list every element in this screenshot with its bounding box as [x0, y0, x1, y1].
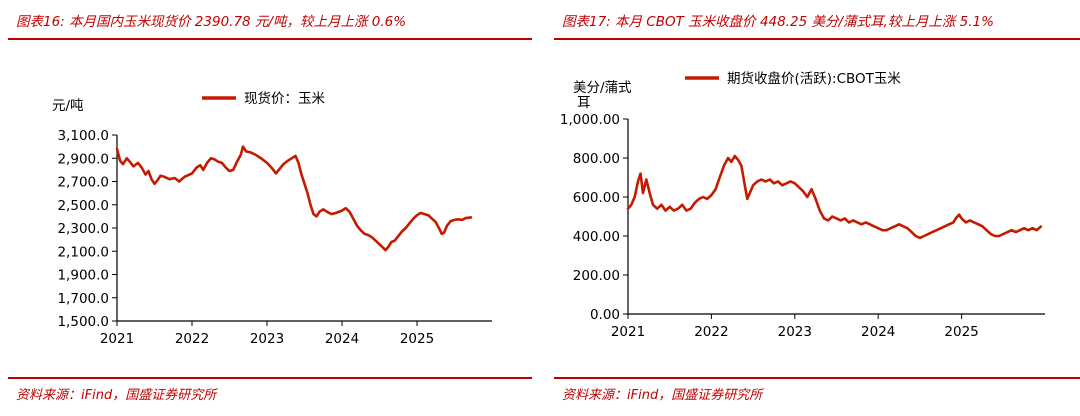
- y-tick-label: 2,500.0: [57, 198, 109, 214]
- y-tick-label: 1,500.0: [57, 314, 109, 330]
- legend-label: 现货价：玉米: [244, 90, 325, 107]
- y-tick-label: 1,900.0: [57, 268, 109, 284]
- y-unit-label-line: 美分/蒲式: [573, 80, 632, 96]
- x-tick-label: 2021: [100, 331, 134, 347]
- y-tick-label: 800.00: [573, 151, 620, 167]
- right-source-divider: [554, 377, 1080, 379]
- right-line-chart: 美分/蒲式耳 期货收盘价(活跃):CBOT玉米 1,000.00 800.00 600.…: [560, 70, 1045, 340]
- right-chart-source: 资料来源：iFind，国盛证券研究所: [562, 388, 763, 403]
- y-tick-label: 2,700.0: [57, 175, 109, 191]
- x-tick-label: 2024: [861, 324, 895, 340]
- y-unit-label: 美分/蒲式耳: [573, 80, 632, 111]
- x-tick-label: 2023: [250, 331, 284, 347]
- y-unit-label: 元/吨: [52, 98, 84, 114]
- y-tick-label: 0.00: [590, 307, 620, 323]
- x-tick-label: 2024: [325, 331, 359, 347]
- y-tick-label: 2,300.0: [57, 221, 109, 237]
- right-chart-title: 图表17: 本月 CBOT 玉米收盘价 448.25 美分/蒲式耳,较上月上涨 …: [562, 14, 994, 30]
- y-tick-label: 2,900.0: [57, 151, 109, 167]
- y-tick-label: 1,700.0: [57, 291, 109, 307]
- right-title-divider: [554, 38, 1080, 40]
- left-title-divider: [8, 38, 532, 40]
- y-tick-label: 600.00: [573, 190, 620, 206]
- left-chart-panel: 图表16: 本月国内玉米现货价 2390.78 元/吨，较上月上涨 0.6% 元…: [0, 0, 532, 416]
- series-line: [115, 145, 473, 252]
- y-tick-label: 3,100.0: [57, 128, 109, 144]
- y-tick-label: 400.00: [573, 229, 620, 245]
- x-tick-label: 2023: [778, 324, 812, 340]
- left-source-divider: [8, 377, 532, 379]
- y-tick-label: 1,000.00: [560, 112, 620, 128]
- y-tick-label: 2,100.0: [57, 244, 109, 260]
- x-tick-label: 2022: [175, 331, 209, 347]
- x-tick-label: 2021: [611, 324, 645, 340]
- x-tick-label: 2025: [400, 331, 434, 347]
- left-line-chart: 元/吨 现货价：玉米 3,100.0 2,900.0 2,700.0 2,500.0 2,3…: [52, 90, 492, 347]
- y-tick-label: 200.00: [573, 268, 620, 284]
- right-chart-panel: 图表17: 本月 CBOT 玉米收盘价 448.25 美分/蒲式耳,较上月上涨 …: [546, 0, 1080, 416]
- left-chart-source: 资料来源：iFind，国盛证券研究所: [16, 388, 217, 403]
- left-chart-title: 图表16: 本月国内玉米现货价 2390.78 元/吨，较上月上涨 0.6%: [16, 14, 407, 30]
- series-line: [626, 154, 1043, 240]
- y-unit-label-line: 耳: [577, 95, 591, 111]
- x-tick-label: 2022: [694, 324, 728, 340]
- x-tick-label: 2025: [944, 324, 978, 340]
- legend-label: 期货收盘价(活跃):CBOT玉米: [727, 70, 901, 87]
